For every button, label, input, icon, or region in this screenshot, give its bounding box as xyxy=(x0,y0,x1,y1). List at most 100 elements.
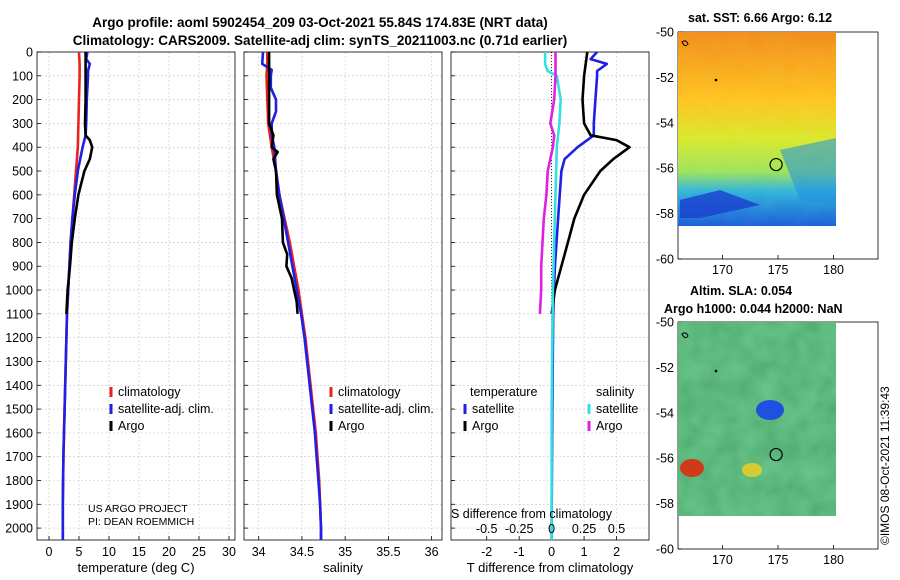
sst-map-axes: 170 175 180 -50 -52 -54 -56 -58 -60 xyxy=(656,26,879,277)
x-tick-label: 34 xyxy=(252,545,266,559)
map-x-tick-label: 170 xyxy=(712,553,733,567)
map-x-tick-label: 180 xyxy=(823,553,844,567)
argo-float-marker xyxy=(769,157,783,172)
map-x-tick-label: 175 xyxy=(768,263,789,277)
x-axis-label: salinity xyxy=(323,560,363,575)
x-tick-label: 20 xyxy=(162,545,176,559)
map-y-tick-label: -50 xyxy=(656,316,674,330)
figure-title-line-1: Argo profile: aoml 5902454_209 03-Oct-20… xyxy=(92,15,548,30)
map-y-tick-label: -58 xyxy=(656,497,674,511)
x-tick-label: 34.5 xyxy=(290,545,314,559)
island-dot xyxy=(714,369,718,373)
salinity-diff-tick-label: 0 xyxy=(548,522,555,536)
diff-temp-legend-argo-label: Argo xyxy=(472,419,498,433)
series-line-salinity-satellite xyxy=(543,52,563,540)
map-y-tick-label: -56 xyxy=(656,162,674,176)
x-tick-label: -2 xyxy=(481,545,492,559)
x-tick-label: 5 xyxy=(76,545,83,559)
y-tick-label: 0 xyxy=(26,46,33,60)
map-y-tick-label: -58 xyxy=(656,207,674,221)
map-y-tick-label: -50 xyxy=(656,26,674,40)
series-line-argo xyxy=(267,52,299,314)
diff-temp-legend-satellite-label: satellite xyxy=(472,402,514,416)
y-tick-label: 800 xyxy=(12,236,33,250)
y-tick-label: 200 xyxy=(12,93,33,107)
y-tick-label: 1300 xyxy=(5,355,33,369)
temperature-legend-2-label: Argo xyxy=(118,419,144,433)
sla-map-subtitle: Argo h1000: 0.044 h2000: NaN xyxy=(664,302,843,316)
series-line-argo xyxy=(65,52,94,314)
salinity-legend-title: salinity xyxy=(596,385,635,399)
y-tick-label: 1400 xyxy=(5,379,33,393)
x-tick-label: 0 xyxy=(46,545,53,559)
sla-map-axes: 170 175 180 -50 -52 -54 -56 -58 -60 xyxy=(656,316,879,567)
sla-high-eddy xyxy=(680,459,704,477)
y-tick-label: 1000 xyxy=(5,284,33,298)
x-tick-label: 1 xyxy=(581,545,588,559)
salinity-diff-axis-label: S difference from climatology xyxy=(451,507,613,521)
pi-annotation: PI: DEAN ROEMMICH xyxy=(88,516,194,528)
x-tick-label: 15 xyxy=(132,545,146,559)
x-tick-label: 2 xyxy=(613,545,620,559)
salinity-profile-panel: 34 34.5 35 35.5 36 salinity climatology satelli… xyxy=(243,51,443,575)
salinity-legend-0-label: climatology xyxy=(338,385,401,399)
x-tick-label: 35 xyxy=(338,545,352,559)
x-axis-label: temperature (deg C) xyxy=(77,560,194,575)
sla-texture xyxy=(678,322,836,516)
x-tick-label: 35.5 xyxy=(376,545,400,559)
diff-sal-legend-argo-label: Argo xyxy=(596,419,622,433)
x-tick-label: -1 xyxy=(514,545,525,559)
y-tick-label: 900 xyxy=(12,260,33,274)
difference-profile-panel: -2 -1 0 1 2T difference from climatology -0.5… xyxy=(450,51,650,575)
x-tick-label: 36 xyxy=(425,545,439,559)
x-axis-label: T difference from climatology xyxy=(467,560,634,575)
salinity-legend-1-label: satellite-adj. clim. xyxy=(338,402,434,416)
x-tick-label: 10 xyxy=(102,545,116,559)
temperature-legend-0-label: climatology xyxy=(118,385,181,399)
map-y-tick-label: -60 xyxy=(656,543,674,557)
temperature-profile-panel: 0 5 10 15 20 25 300100200300400500600700800900… xyxy=(5,46,236,576)
y-tick-label: 700 xyxy=(12,212,33,226)
map-x-tick-label: 170 xyxy=(712,263,733,277)
island-outline xyxy=(681,40,689,47)
sst-cool-patch xyxy=(780,138,836,205)
axes-frame xyxy=(36,51,236,541)
y-tick-label: 500 xyxy=(12,165,33,179)
sla-map-title: Altim. SLA: 0.054 xyxy=(690,284,793,298)
y-tick-label: 1600 xyxy=(5,426,33,440)
map-y-tick-label: -52 xyxy=(656,71,674,85)
y-tick-label: 1500 xyxy=(5,403,33,417)
salinity-legend-2-label: Argo xyxy=(338,419,364,433)
axes-frame xyxy=(243,51,443,541)
y-tick-label: 1900 xyxy=(5,498,33,512)
map-y-tick-label: -54 xyxy=(656,116,674,130)
island-dot xyxy=(714,78,718,82)
map-y-tick-label: -60 xyxy=(656,253,674,267)
y-tick-label: 300 xyxy=(12,117,33,131)
map-y-tick-label: -54 xyxy=(656,406,674,420)
temperature-legend-title: temperature xyxy=(470,385,537,399)
island-outline xyxy=(681,332,689,339)
argo-float-marker xyxy=(769,447,783,462)
y-tick-label: 100 xyxy=(12,69,33,83)
sst-heatmap xyxy=(678,32,836,226)
x-tick-label: 0 xyxy=(548,545,555,559)
diff-sal-legend-satellite-label: satellite xyxy=(596,402,638,416)
series-line-temperature-argo xyxy=(550,51,631,315)
map-y-tick-label: -56 xyxy=(656,452,674,466)
figure-title-line-2: Climatology: CARS2009. Satellite-adj cli… xyxy=(72,33,568,48)
y-tick-label: 1800 xyxy=(5,474,33,488)
salinity-diff-tick-label: -0.5 xyxy=(476,522,498,536)
salinity-diff-tick-label: 0.5 xyxy=(608,522,625,536)
y-tick-label: 1100 xyxy=(6,307,33,321)
sla-warm-patch xyxy=(742,463,762,477)
y-tick-label: 2000 xyxy=(5,522,33,536)
map-x-tick-label: 175 xyxy=(768,553,789,567)
sst-map-title: sat. SST: 6.66 Argo: 6.12 xyxy=(688,11,833,25)
salinity-diff-tick-label: -0.25 xyxy=(505,522,534,536)
x-tick-label: 30 xyxy=(222,545,236,559)
y-tick-label: 1700 xyxy=(5,450,33,464)
imos-credit: ©IMOS 08-Oct-2021 11:39:43 xyxy=(878,386,892,545)
